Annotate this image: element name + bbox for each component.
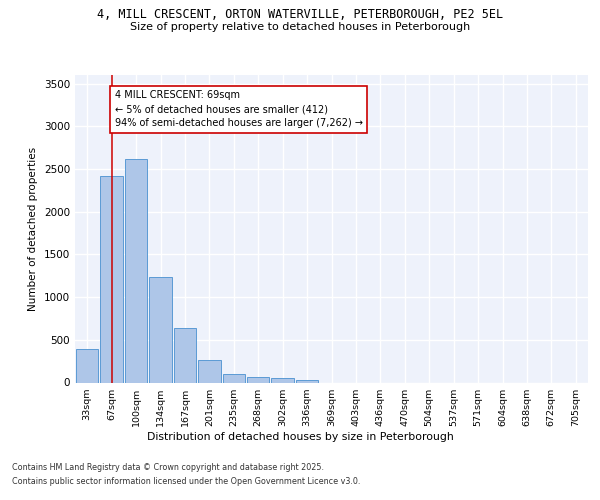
Bar: [125, 158, 148, 382]
Text: 4 MILL CRESCENT: 69sqm
← 5% of detached houses are smaller (412)
94% of semi-det: 4 MILL CRESCENT: 69sqm ← 5% of detached …: [115, 90, 362, 128]
Y-axis label: Number of detached properties: Number of detached properties: [28, 146, 38, 311]
Bar: [76, 349, 98, 382]
Bar: [173, 328, 196, 382]
Text: Distribution of detached houses by size in Peterborough: Distribution of detached houses by size …: [146, 432, 454, 442]
Bar: [271, 378, 294, 382]
Bar: [296, 380, 319, 382]
Text: 4, MILL CRESCENT, ORTON WATERVILLE, PETERBOROUGH, PE2 5EL: 4, MILL CRESCENT, ORTON WATERVILLE, PETE…: [97, 8, 503, 20]
Bar: [149, 278, 172, 382]
Bar: [100, 176, 123, 382]
Bar: [198, 360, 221, 382]
Text: Size of property relative to detached houses in Peterborough: Size of property relative to detached ho…: [130, 22, 470, 32]
Text: Contains public sector information licensed under the Open Government Licence v3: Contains public sector information licen…: [12, 477, 361, 486]
Text: Contains HM Land Registry data © Crown copyright and database right 2025.: Contains HM Land Registry data © Crown c…: [12, 464, 324, 472]
Bar: [223, 374, 245, 382]
Bar: [247, 378, 269, 382]
